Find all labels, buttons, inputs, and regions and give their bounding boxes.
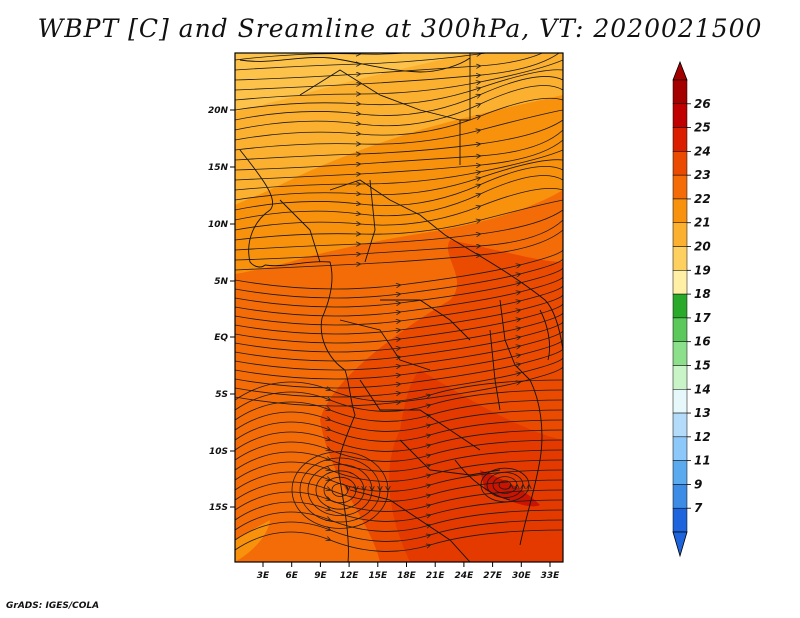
lon-tick-label: 30E (512, 571, 532, 581)
lon-tick-label: 3E (257, 571, 270, 581)
colorbar-label: 7 (694, 501, 703, 515)
streamline (235, 53, 563, 61)
colorbar-label: 20 (694, 240, 711, 254)
streamline (291, 451, 388, 529)
colorbar-label: 24 (694, 144, 711, 158)
lat-tick-label: EQ (214, 333, 228, 343)
lon-tick-label: 27E (483, 571, 503, 581)
streamline (480, 467, 529, 503)
colorbar-swatch (672, 484, 688, 509)
streamline (235, 529, 563, 552)
colorbar-swatch (672, 79, 688, 105)
colorbar-swatch (672, 436, 688, 461)
colorbar-top-arrow (672, 60, 688, 81)
colorbar-swatch (672, 174, 688, 200)
colorbar-swatch (672, 341, 688, 366)
colorbar-label: 18 (694, 287, 711, 301)
colorbar-label: 16 (694, 335, 711, 349)
colorbar-label: 12 (694, 430, 711, 444)
colorbar-label: 19 (694, 263, 711, 277)
streamline (323, 476, 356, 504)
colorbar-swatch (672, 151, 688, 176)
lon-tick-label: 24E (455, 571, 475, 581)
colorbar-swatch (672, 246, 688, 271)
colorbar-label: 15 (694, 358, 711, 372)
lon-tick-label: 15E (368, 571, 388, 581)
colorbar-swatch (672, 460, 688, 485)
lat-tick-label: 5S (215, 390, 228, 400)
lat-tick-label: 5N (214, 277, 228, 287)
streamline (235, 229, 563, 271)
lat-tick-label: 15N (208, 163, 229, 173)
streamline (235, 119, 563, 161)
longitude-axis: 3E 6E 9E 12E 15E 18E 21E 24E 27E 30E 33E (257, 562, 560, 581)
streamline (498, 480, 511, 490)
colorbar-label: 23 (694, 168, 711, 182)
colorbar-swatch (672, 293, 688, 319)
colorbar-label: 11 (694, 454, 711, 468)
streamline (235, 129, 563, 171)
lon-tick-label: 9E (314, 571, 327, 581)
streamline (307, 464, 372, 516)
latitude-axis: 20N 15N 10N 5N EQ 5S 10S 15S (208, 106, 235, 513)
plot-frame (234, 52, 564, 563)
colorbar-label: 17 (694, 311, 711, 325)
colorbar-label: 13 (694, 406, 711, 420)
colorbar-label: 26 (694, 97, 711, 111)
temperature-shading (235, 53, 563, 562)
streamline (331, 483, 348, 497)
colorbar-swatch (672, 222, 688, 247)
lat-tick-label: 10S (209, 447, 228, 457)
lat-tick-label: 15S (209, 503, 228, 513)
lon-tick-label: 6E (285, 571, 298, 581)
colorbar: 26 25 24 23 22 21 20 19 18 17 16 15 14 13 12 11 9 7 (672, 60, 711, 558)
colorbar-swatch (672, 412, 688, 438)
streamline (235, 209, 563, 251)
streamline (235, 53, 544, 81)
credit-label: GrADS: IGES/COLA (6, 601, 100, 611)
streamline (492, 476, 517, 494)
colorbar-label: 22 (694, 192, 711, 206)
lon-tick-label: 18E (397, 571, 417, 581)
colorbar-label: 9 (694, 477, 702, 491)
streamline (235, 53, 489, 71)
colorbar-swatch (672, 198, 688, 223)
streamline (235, 366, 563, 407)
colorbar-label: 21 (694, 216, 711, 230)
colorbar-swatch (672, 270, 688, 295)
colorbar-label: 14 (694, 382, 711, 396)
colorbar-swatch (672, 127, 688, 152)
lat-tick-label: 20N (208, 106, 229, 116)
lon-tick-label: 33E (541, 571, 561, 581)
streamline (315, 470, 364, 510)
colorbar-swatch (672, 507, 688, 533)
lon-tick-label: 12E (340, 571, 360, 581)
colorbar-swatch (672, 389, 688, 414)
colorbar-bottom-arrow (672, 531, 688, 558)
streamline (235, 219, 563, 261)
colorbar-swatch (672, 103, 688, 128)
lon-tick-label: 21E (426, 571, 446, 581)
colorbar-swatch (672, 365, 688, 390)
streamlines (235, 53, 563, 552)
lat-tick-label: 10N (208, 220, 229, 230)
colorbar-label: 25 (694, 121, 711, 135)
streamline (486, 472, 523, 498)
streamline (299, 457, 380, 523)
chart-title: WBPT [C] and Sreamline at 300hPa, VT: 20… (37, 14, 763, 43)
colorbar-swatch (672, 317, 688, 342)
